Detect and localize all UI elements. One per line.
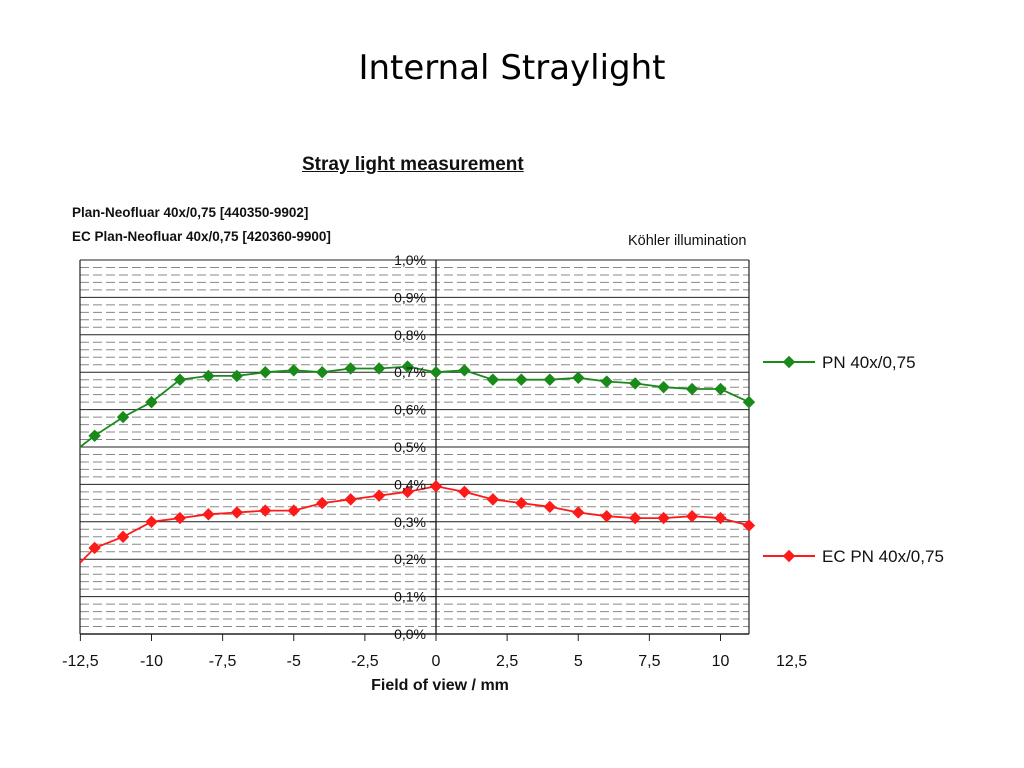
grid-lines: [80, 259, 749, 635]
data-point: [145, 515, 158, 529]
data-point: [782, 355, 796, 369]
data-point: [600, 375, 613, 388]
data-point: [515, 496, 528, 510]
data-point: [401, 360, 414, 373]
y-tick-label: 1,0%: [394, 252, 426, 268]
data-point: [429, 480, 443, 493]
data-point: [714, 382, 727, 396]
y-tick-label: 0,5%: [394, 439, 426, 455]
data-point: [315, 496, 329, 510]
y-tick-label: 0,6%: [394, 402, 426, 418]
data-point: [202, 369, 215, 383]
chart-subtitle-1: Plan-Neofluar 40x/0,75 [440350-9902]: [72, 205, 309, 220]
x-tick-label: 10: [712, 653, 730, 670]
data-point: [88, 541, 101, 555]
x-tick-label: -7,5: [209, 653, 237, 670]
data-point: [486, 493, 500, 506]
x-axis-label: Field of view / mm: [371, 677, 509, 694]
x-tick-label: -2,5: [351, 653, 379, 670]
data-point: [657, 380, 670, 394]
legend-entry: PN 40x/0,75: [763, 353, 916, 372]
data-point: [572, 371, 585, 385]
x-tick-label: -12,5: [62, 653, 99, 670]
data-point: [543, 373, 557, 386]
data-point: [287, 504, 300, 517]
chart-title: Stray light measurement: [302, 154, 524, 175]
series-layer: [79, 360, 756, 564]
data-point: [600, 509, 613, 523]
data-point: [486, 373, 500, 386]
data-point: [458, 485, 471, 499]
legend-entry: EC PN 40x/0,75: [763, 547, 944, 566]
legend: PN 40x/0,75 EC PN 40x/0,75: [763, 353, 944, 566]
illumination-note: Köhler illumination: [628, 233, 747, 249]
data-point: [628, 377, 642, 390]
x-tick-label: -5: [287, 653, 301, 670]
data-point: [657, 511, 670, 525]
data-point: [401, 485, 414, 499]
data-point: [372, 362, 386, 375]
x-tick-label: 5: [574, 653, 583, 670]
data-point: [173, 373, 187, 386]
data-point: [88, 429, 101, 442]
data-point: [714, 511, 727, 525]
data-point: [372, 489, 386, 502]
data-point: [628, 511, 642, 525]
data-point: [429, 365, 443, 379]
data-point: [344, 493, 357, 506]
legend-label: EC PN 40x/0,75: [822, 547, 944, 566]
series-pn: [79, 360, 756, 448]
data-point: [742, 395, 756, 409]
x-tick-label: 12,5: [776, 653, 807, 670]
data-point: [515, 373, 528, 386]
data-point: [315, 365, 329, 379]
y-tick-label: 0,2%: [394, 551, 426, 567]
y-tick-label: 0,1%: [394, 589, 426, 605]
data-point: [685, 509, 699, 523]
data-point: [145, 395, 158, 409]
slide-title: Internal Straylight: [358, 48, 666, 88]
legend-label: PN 40x/0,75: [822, 353, 916, 372]
data-point: [742, 519, 756, 532]
chart-subtitle-2: EC Plan-Neofluar 40x/0,75 [420360-9900]: [72, 229, 331, 244]
x-tick-label: -10: [140, 653, 163, 670]
y-tick-label: 0,4%: [394, 476, 426, 492]
data-point: [287, 364, 300, 377]
data-point: [116, 410, 130, 424]
y-tick-label: 0,9%: [394, 289, 426, 305]
data-point: [685, 382, 699, 396]
y-tick-label: 0,0%: [394, 626, 426, 642]
data-point: [782, 549, 796, 563]
series-ec-pn: [79, 480, 756, 564]
tick-labels: -12,5 -10 -7,5 -5 -2,5 0 2,5 5 7,5 10 12,5 0,0% 0,1%…: [62, 252, 807, 670]
data-point: [259, 365, 272, 379]
y-tick-label: 0,7%: [394, 364, 426, 380]
data-point: [543, 500, 557, 514]
data-point: [230, 506, 244, 519]
data-point: [458, 364, 471, 377]
data-point: [230, 369, 244, 383]
x-tick-label: 2,5: [496, 653, 518, 670]
data-point: [173, 511, 187, 525]
data-point: [259, 504, 272, 517]
data-point: [202, 508, 215, 521]
x-tick-label: 7,5: [638, 653, 660, 670]
data-point: [572, 506, 585, 519]
x-tick-label: 0: [432, 653, 441, 670]
data-point: [344, 362, 357, 375]
y-tick-label: 0,3%: [394, 514, 426, 530]
data-point: [116, 530, 130, 543]
y-tick-label: 0,8%: [394, 327, 426, 343]
